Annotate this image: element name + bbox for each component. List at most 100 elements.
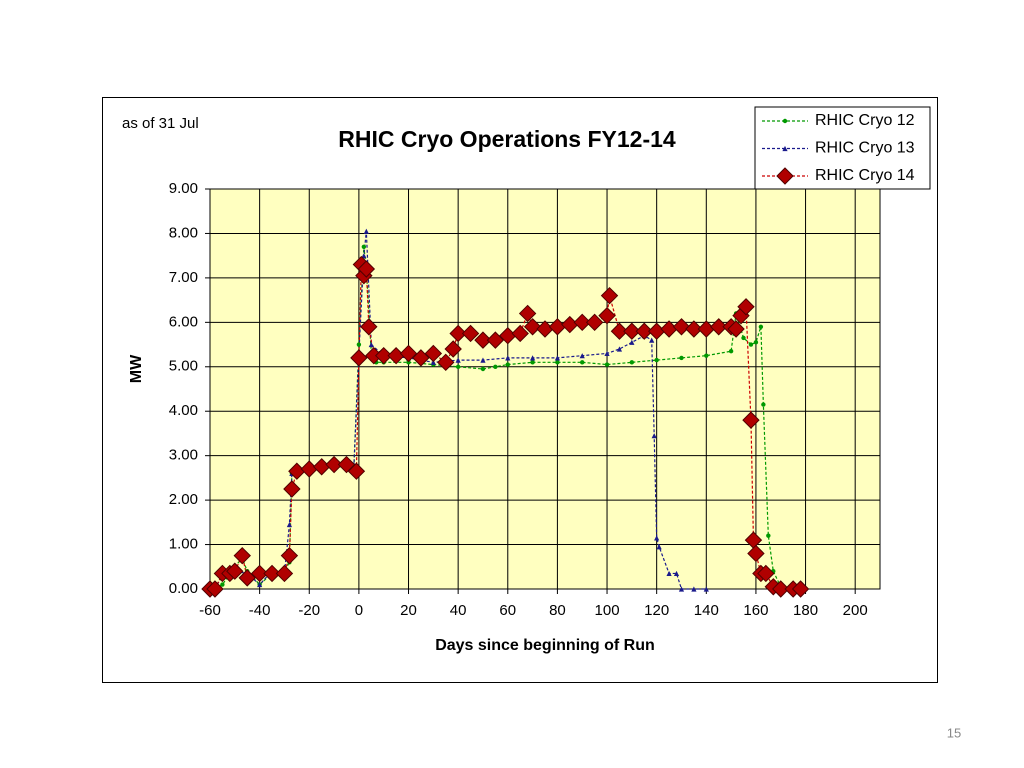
marker xyxy=(530,360,535,365)
y-tick-label: 4.00 xyxy=(169,402,198,419)
marker xyxy=(573,313,591,332)
y-tick-label: 2.00 xyxy=(169,491,198,508)
marker xyxy=(523,318,542,336)
marker xyxy=(600,286,619,305)
marker xyxy=(727,320,745,338)
marker xyxy=(257,581,263,588)
marker xyxy=(728,349,734,354)
marker xyxy=(747,544,765,563)
x-tick-label: -60 xyxy=(199,602,221,619)
series-line xyxy=(214,246,801,590)
marker xyxy=(412,349,430,367)
marker xyxy=(493,364,498,369)
legend-label: RHIC Cryo 13 xyxy=(815,140,915,157)
legend-marker xyxy=(782,145,788,152)
marker xyxy=(374,346,393,365)
marker xyxy=(263,564,281,583)
marker xyxy=(654,357,659,363)
legend-marker xyxy=(782,118,788,124)
chart-title: RHIC Cryo Operations FY12-14 xyxy=(338,126,676,152)
x-tick-label: 80 xyxy=(549,602,566,619)
marker xyxy=(761,402,766,407)
y-tick-label: 6.00 xyxy=(169,313,198,330)
marker xyxy=(610,322,629,340)
marker xyxy=(455,364,461,369)
marker xyxy=(604,350,610,357)
marker xyxy=(283,480,301,498)
x-tick-label: 140 xyxy=(694,602,719,619)
marker xyxy=(737,298,755,316)
marker xyxy=(656,544,662,550)
marker xyxy=(580,360,585,365)
marker xyxy=(529,355,536,361)
plot-border xyxy=(209,188,881,590)
marker xyxy=(361,244,367,249)
annotation: as of 31 Jul xyxy=(122,115,199,132)
marker xyxy=(350,349,368,367)
marker xyxy=(455,357,461,363)
marker xyxy=(604,362,610,367)
marker xyxy=(444,340,462,358)
marker xyxy=(363,228,369,234)
marker xyxy=(424,344,443,363)
marker xyxy=(672,318,691,336)
marker xyxy=(554,355,561,361)
x-tick-label: 200 xyxy=(843,602,868,619)
marker xyxy=(753,340,759,345)
marker xyxy=(437,353,455,372)
y-tick-label: 8.00 xyxy=(169,224,198,241)
legend-label: RHIC Cryo 12 xyxy=(815,112,915,129)
marker xyxy=(654,535,660,541)
y-tick-label: 7.00 xyxy=(169,269,198,286)
x-tick-label: 100 xyxy=(595,602,620,619)
x-tick-label: 180 xyxy=(793,602,818,619)
marker xyxy=(518,304,537,323)
marker xyxy=(704,353,709,358)
marker xyxy=(623,322,641,340)
marker xyxy=(280,546,299,565)
x-tick-label: -40 xyxy=(249,602,271,619)
y-tick-label: 3.00 xyxy=(169,447,198,464)
marker xyxy=(741,335,746,341)
marker xyxy=(356,342,362,347)
marker xyxy=(685,320,703,338)
marker xyxy=(579,353,585,359)
marker xyxy=(691,586,697,592)
x-tick-label: 160 xyxy=(743,602,768,619)
marker xyxy=(286,521,293,528)
y-tick-label: 1.00 xyxy=(169,536,198,553)
marker xyxy=(250,564,269,583)
marker xyxy=(649,337,655,343)
marker xyxy=(238,569,256,587)
marker xyxy=(709,318,728,336)
page-number: 15 xyxy=(947,725,961,740)
marker xyxy=(325,455,343,474)
marker xyxy=(673,570,680,577)
y-tick-label: 5.00 xyxy=(169,358,198,375)
x-tick-label: 20 xyxy=(400,602,417,619)
marker xyxy=(758,324,764,329)
marker xyxy=(511,324,529,343)
marker xyxy=(233,546,251,565)
marker xyxy=(666,570,672,577)
marker xyxy=(555,360,560,365)
legend-label: RHIC Cryo 14 xyxy=(815,167,915,184)
legend-marker xyxy=(776,167,794,185)
marker xyxy=(791,580,810,598)
x-tick-label: 60 xyxy=(499,602,516,619)
marker xyxy=(679,355,684,361)
y-tick-label: 0.00 xyxy=(169,580,198,597)
marker xyxy=(368,341,374,348)
marker xyxy=(360,318,378,336)
marker xyxy=(399,344,418,363)
x-tick-label: 40 xyxy=(450,602,467,619)
marker xyxy=(480,366,486,372)
marker xyxy=(461,324,480,343)
y-tick-label: 9.00 xyxy=(169,180,198,197)
marker xyxy=(406,360,411,365)
x-axis-title: Days since beginning of Run xyxy=(435,637,655,654)
marker xyxy=(742,411,760,429)
plot-background xyxy=(210,189,880,589)
marker xyxy=(226,562,244,580)
